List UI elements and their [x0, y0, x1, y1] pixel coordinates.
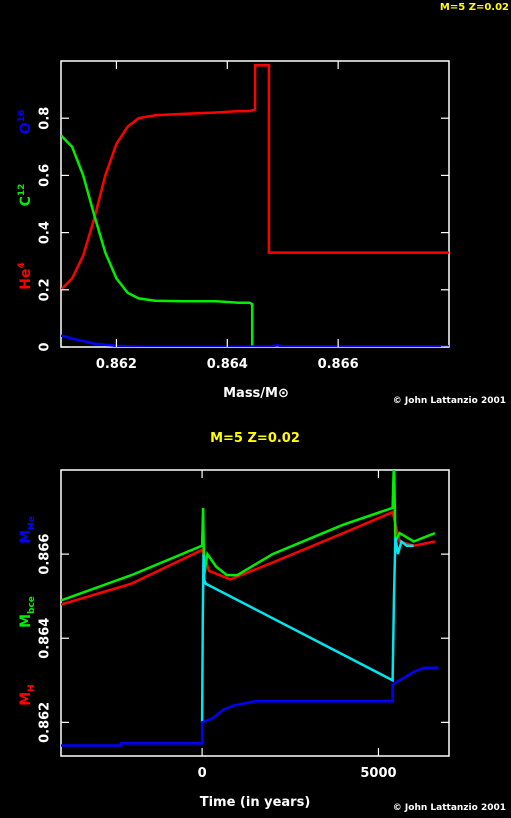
series-line-2: [61, 470, 436, 602]
series-line-3: [61, 334, 449, 347]
x-tick-label: 5000: [360, 766, 396, 781]
y-tick-label: 0: [38, 342, 53, 351]
y-axis-label-part: MH: [18, 684, 37, 705]
x-tick-label: 0: [198, 766, 207, 781]
y-axis-label-part: MHe: [18, 516, 37, 544]
series-line-1: [61, 510, 436, 606]
y-tick-label: 0.4: [38, 221, 53, 244]
bottom-chart-credit: © John Lattanzio 2001: [393, 803, 506, 813]
bottom-chart-ylabel: MH Mbce MHe: [18, 516, 37, 706]
top-chart-ticks: 0.862 0.864 0.866 0 0.2 0.4 0.6 0.8: [38, 61, 449, 372]
y-axis-label-part: He4: [17, 262, 34, 289]
y-tick-label: 0.864: [38, 618, 53, 659]
series-line-3: [200, 537, 414, 723]
y-tick-label: 0.866: [38, 534, 53, 575]
top-chart: 0.862 0.864 0.866 0 0.2 0.4 0.6 0.8 Mass/M⊙ He4…: [17, 60, 506, 406]
corner-label: M=5 Z=0.02: [440, 2, 509, 13]
bottom-chart: M=5 Z=0.02 0 5000 0.862 0.864 0.866 Time (in…: [18, 431, 506, 813]
y-tick-label: 0.6: [38, 164, 53, 187]
series-line-1: [61, 64, 449, 291]
bottom-chart-ticks: 0 5000 0.862 0.864 0.866: [38, 470, 449, 781]
bottom-chart-title: M=5 Z=0.02: [210, 431, 300, 446]
top-chart-series: [61, 64, 449, 347]
top-chart-xlabel: Mass/M⊙: [223, 386, 289, 401]
x-tick-label: 0.862: [96, 357, 137, 372]
y-tick-label: 0.862: [38, 702, 53, 743]
x-tick-label: 0.866: [318, 357, 359, 372]
x-tick-label: 0.864: [207, 357, 248, 372]
y-axis-label-part: Mbce: [18, 596, 37, 628]
bottom-chart-frame: [60, 469, 450, 757]
series-line-4: [61, 666, 439, 747]
top-chart-credit: © John Lattanzio 2001: [393, 396, 506, 406]
bottom-chart-xlabel: Time (in years): [200, 795, 311, 810]
top-chart-ylabel: He4 C12 O16: [17, 110, 34, 290]
series-line-2: [61, 134, 255, 347]
y-tick-label: 0.2: [38, 278, 53, 301]
bottom-chart-series: [61, 470, 439, 747]
y-tick-label: 0.8: [38, 107, 53, 130]
y-axis-label-part: C12: [17, 184, 34, 207]
y-axis-label-part: O16: [17, 110, 34, 134]
